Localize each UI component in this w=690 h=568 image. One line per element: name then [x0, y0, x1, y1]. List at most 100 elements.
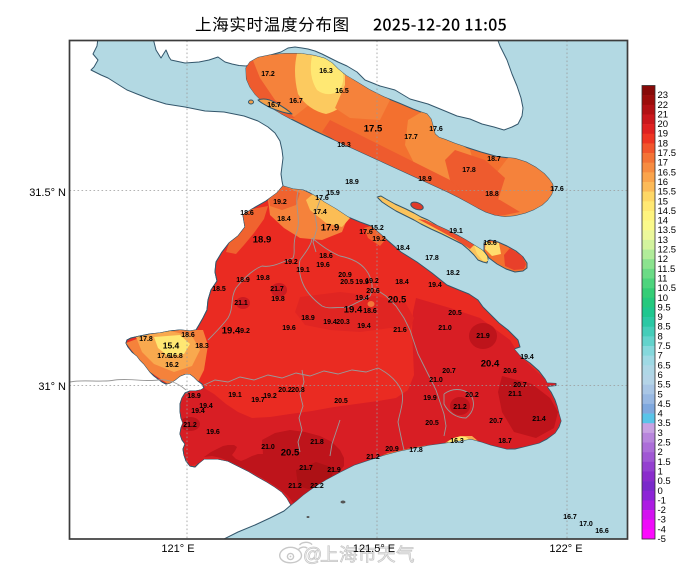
svg-text:20.4: 20.4 — [481, 359, 500, 370]
svg-text:19.4: 19.4 — [222, 326, 241, 337]
svg-text:7.5: 7.5 — [658, 341, 671, 352]
svg-text:23: 23 — [658, 90, 669, 101]
svg-text:18.4: 18.4 — [395, 279, 409, 286]
svg-text:18.6: 18.6 — [363, 308, 377, 315]
svg-text:4: 4 — [658, 409, 663, 420]
svg-text:16.7: 16.7 — [267, 102, 281, 109]
svg-text:9: 9 — [658, 312, 663, 323]
svg-text:11: 11 — [658, 273, 668, 284]
svg-text:19.8: 19.8 — [271, 296, 285, 303]
svg-text:19.4: 19.4 — [357, 323, 371, 330]
svg-text:20.5: 20.5 — [340, 279, 354, 286]
svg-text:18.4: 18.4 — [396, 245, 410, 252]
svg-text:18.3: 18.3 — [337, 142, 351, 149]
svg-text:15.4: 15.4 — [163, 341, 180, 351]
svg-text:17: 17 — [658, 158, 669, 169]
svg-text:16.7: 16.7 — [563, 514, 577, 521]
svg-text:16.2: 16.2 — [165, 362, 179, 369]
svg-text:10.5: 10.5 — [658, 283, 677, 294]
svg-text:19.6: 19.6 — [282, 325, 296, 332]
svg-text:16.8: 16.8 — [169, 353, 183, 360]
svg-text:21.0: 21.0 — [429, 377, 443, 384]
svg-text:18.9: 18.9 — [301, 315, 315, 322]
svg-text:13.5: 13.5 — [658, 225, 677, 236]
svg-text:19: 19 — [658, 129, 669, 140]
svg-text:16.7: 16.7 — [289, 98, 303, 105]
svg-text:17.2: 17.2 — [261, 71, 275, 78]
svg-text:18.9: 18.9 — [345, 179, 359, 186]
svg-text:18.8: 18.8 — [485, 191, 499, 198]
svg-text:8: 8 — [658, 331, 663, 342]
svg-text:21.8: 21.8 — [310, 439, 324, 446]
svg-text:12: 12 — [658, 254, 669, 265]
svg-text:17.4: 17.4 — [313, 209, 327, 216]
svg-text:6: 6 — [658, 370, 663, 381]
svg-text:19.4: 19.4 — [323, 319, 337, 326]
svg-text:17.8: 17.8 — [462, 167, 476, 174]
svg-text:12.5: 12.5 — [658, 245, 677, 256]
svg-text:17.6: 17.6 — [550, 186, 564, 193]
svg-text:@: @ — [303, 545, 322, 566]
svg-text:0.5: 0.5 — [658, 476, 671, 487]
svg-text:18.9: 18.9 — [187, 393, 201, 400]
svg-text:19.4: 19.4 — [199, 403, 213, 410]
svg-text:20.5: 20.5 — [388, 295, 407, 306]
svg-text:6.5: 6.5 — [658, 360, 671, 371]
svg-text:18.9: 18.9 — [236, 277, 250, 284]
svg-text:20.7: 20.7 — [489, 418, 503, 425]
svg-text:20.2: 20.2 — [278, 387, 292, 394]
svg-text:21: 21 — [658, 109, 669, 120]
svg-text:21.9: 21.9 — [327, 467, 341, 474]
svg-text:17.5: 17.5 — [364, 124, 383, 135]
svg-text:17.8: 17.8 — [139, 336, 153, 343]
svg-text:19.2: 19.2 — [365, 278, 379, 285]
svg-text:0: 0 — [658, 486, 663, 497]
svg-text:20.5: 20.5 — [334, 398, 348, 405]
svg-text:18.2: 18.2 — [446, 270, 460, 277]
svg-text:17.7: 17.7 — [404, 134, 418, 141]
svg-text:18.4: 18.4 — [277, 216, 291, 223]
svg-text:17.6: 17.6 — [157, 353, 171, 360]
svg-text:-5: -5 — [658, 534, 666, 545]
svg-text:20.5: 20.5 — [448, 310, 462, 317]
svg-text:21.2: 21.2 — [453, 404, 467, 411]
svg-text:19.2: 19.2 — [284, 259, 298, 266]
svg-text:21.4: 21.4 — [532, 416, 546, 423]
svg-text:20.5: 20.5 — [281, 448, 300, 459]
svg-text:8.5: 8.5 — [658, 322, 671, 333]
svg-text:21.0: 21.0 — [261, 444, 275, 451]
svg-text:31.5° N: 31.5° N — [29, 187, 66, 199]
svg-text:2: 2 — [658, 447, 663, 458]
svg-text:19.9: 19.9 — [355, 279, 369, 286]
svg-text:15.5: 15.5 — [658, 187, 677, 198]
svg-text:21.7: 21.7 — [299, 465, 313, 472]
svg-text:16.6: 16.6 — [483, 240, 497, 247]
svg-text:19.2: 19.2 — [372, 236, 386, 243]
svg-text:-4: -4 — [658, 524, 666, 535]
svg-text:20.7: 20.7 — [442, 368, 456, 375]
svg-text:17.6: 17.6 — [429, 126, 443, 133]
svg-text:5: 5 — [658, 389, 663, 400]
svg-text:20.5: 20.5 — [425, 420, 439, 427]
svg-text:21.1: 21.1 — [234, 300, 248, 307]
svg-text:14.5: 14.5 — [658, 206, 677, 217]
svg-text:3: 3 — [658, 428, 663, 439]
svg-text:21.9: 21.9 — [476, 333, 490, 340]
svg-text:16.6: 16.6 — [595, 528, 609, 535]
svg-text:18.6: 18.6 — [240, 210, 254, 217]
svg-text:15: 15 — [658, 196, 669, 207]
svg-text:19.1: 19.1 — [228, 392, 242, 399]
svg-text:17.0: 17.0 — [579, 521, 593, 528]
svg-text:1: 1 — [658, 466, 663, 477]
svg-text:22: 22 — [658, 100, 669, 111]
svg-text:18.9: 18.9 — [253, 235, 272, 246]
svg-text:21.7: 21.7 — [270, 286, 284, 293]
svg-text:21.1: 21.1 — [508, 391, 522, 398]
svg-text:21.2: 21.2 — [366, 454, 380, 461]
svg-text:11.5: 11.5 — [658, 264, 676, 275]
svg-text:18.7: 18.7 — [487, 156, 501, 163]
svg-text:19.6: 19.6 — [316, 262, 330, 269]
svg-text:16.5: 16.5 — [335, 88, 349, 95]
svg-text:18.3: 18.3 — [195, 343, 209, 350]
svg-text:2.5: 2.5 — [658, 438, 671, 449]
